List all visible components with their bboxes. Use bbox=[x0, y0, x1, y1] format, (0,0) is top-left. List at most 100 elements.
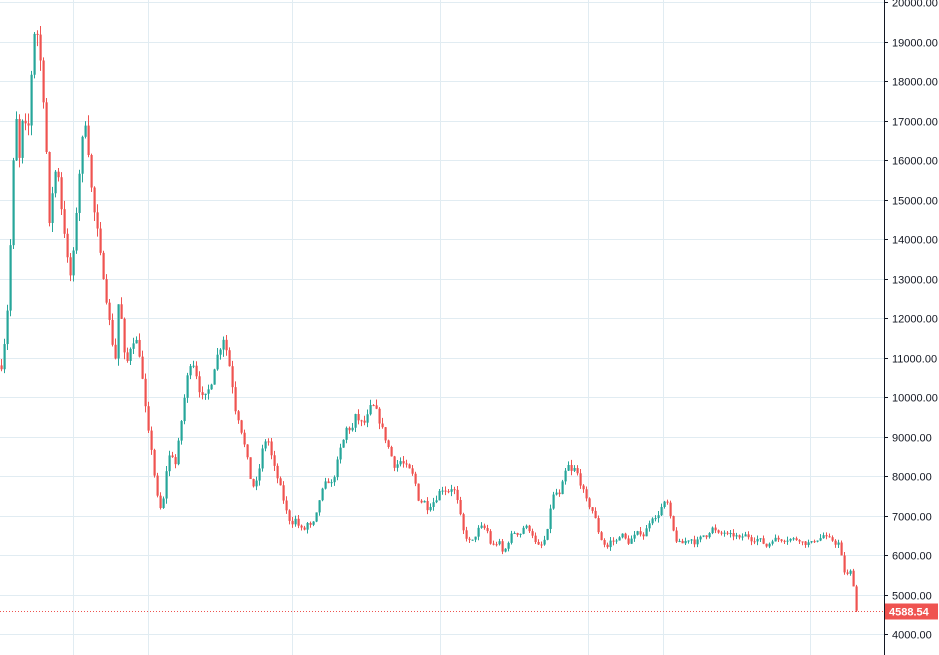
candle-down bbox=[828, 536, 831, 538]
y-tick-label: 9000.00 bbox=[892, 433, 932, 445]
candle-down bbox=[123, 318, 126, 353]
candles bbox=[0, 25, 858, 612]
candle-up bbox=[75, 212, 78, 251]
candle-down bbox=[717, 530, 720, 533]
candle-down bbox=[537, 542, 540, 545]
candle-down bbox=[66, 233, 69, 258]
candle-up bbox=[657, 515, 660, 519]
candle-up bbox=[645, 528, 648, 537]
candle-down bbox=[276, 465, 279, 479]
candle-up bbox=[294, 518, 297, 525]
candle-down bbox=[348, 427, 351, 431]
candle-down bbox=[795, 538, 798, 541]
candle-up bbox=[6, 310, 9, 345]
candle-down bbox=[453, 489, 456, 491]
y-tick-label: 13000.00 bbox=[892, 275, 938, 287]
candle-up bbox=[192, 365, 195, 367]
y-tick-label: 5000.00 bbox=[892, 591, 932, 603]
candle-down bbox=[600, 532, 603, 541]
candle-down bbox=[144, 378, 147, 407]
last-price-label: 4588.54 bbox=[889, 607, 930, 619]
candle-down bbox=[63, 209, 66, 234]
candle-up bbox=[621, 533, 624, 538]
candle-up bbox=[180, 421, 183, 441]
candle-up bbox=[774, 537, 777, 542]
candle-down bbox=[45, 102, 48, 152]
candle-down bbox=[846, 572, 849, 574]
candle-down bbox=[492, 543, 495, 545]
candle-down bbox=[147, 406, 150, 431]
candle-up bbox=[330, 482, 333, 484]
candle-down bbox=[693, 539, 696, 545]
candle-up bbox=[741, 536, 744, 538]
candle-up bbox=[216, 354, 219, 370]
candle-down bbox=[483, 525, 486, 529]
candle-up bbox=[177, 440, 180, 465]
candle-down bbox=[420, 500, 423, 503]
candle-up bbox=[219, 349, 222, 355]
candle-down bbox=[285, 500, 288, 511]
candle-down bbox=[96, 212, 99, 229]
candle-up bbox=[819, 538, 822, 541]
candle-up bbox=[315, 512, 318, 522]
y-tick-label: 14000.00 bbox=[892, 235, 938, 247]
candle-down bbox=[48, 151, 51, 223]
candle-up bbox=[633, 534, 636, 539]
candle-down bbox=[384, 427, 387, 441]
candle-up bbox=[759, 538, 762, 540]
candle-up bbox=[21, 120, 24, 158]
candle-down bbox=[93, 187, 96, 213]
candle-down bbox=[447, 491, 450, 493]
candle-down bbox=[813, 541, 816, 543]
candle-up bbox=[183, 397, 186, 422]
candle-down bbox=[57, 171, 60, 178]
candle-down bbox=[459, 500, 462, 515]
candle-up bbox=[768, 543, 771, 547]
price-axis[interactable]: 20000.00 19000.00 18000.00 17000.00 16000.00… bbox=[884, 0, 938, 655]
candle-down bbox=[825, 535, 828, 537]
candle-up bbox=[9, 245, 12, 311]
candle-down bbox=[234, 387, 237, 412]
candle-down bbox=[738, 535, 741, 538]
y-tick-label: 16000.00 bbox=[892, 156, 938, 168]
candle-down bbox=[228, 350, 231, 367]
candle-up bbox=[735, 535, 738, 537]
candle-up bbox=[264, 441, 267, 449]
candle-up bbox=[498, 541, 501, 545]
candle-down bbox=[855, 586, 858, 611]
candle-up bbox=[756, 538, 759, 542]
y-tick-label: 6000.00 bbox=[892, 551, 932, 563]
candle-down bbox=[249, 457, 252, 480]
candle-down bbox=[801, 541, 804, 543]
candle-down bbox=[627, 538, 630, 544]
candle-up bbox=[306, 522, 309, 530]
candle-down bbox=[87, 125, 90, 156]
candle-down bbox=[141, 356, 144, 379]
candle-down bbox=[174, 457, 177, 465]
candle-down bbox=[69, 257, 72, 276]
y-tick-label: 20000.00 bbox=[892, 0, 938, 10]
candle-down bbox=[120, 304, 123, 319]
candle-up bbox=[546, 528, 549, 540]
candle-up bbox=[429, 506, 432, 511]
candle-up bbox=[324, 481, 327, 489]
candle-up bbox=[84, 125, 87, 137]
candle-down bbox=[252, 479, 255, 487]
candle-down bbox=[159, 495, 162, 508]
candle-down bbox=[594, 510, 597, 519]
candle-up bbox=[771, 541, 774, 544]
candle-up bbox=[168, 455, 171, 472]
candle-up bbox=[729, 533, 732, 535]
candle-up bbox=[549, 508, 552, 529]
candle-down bbox=[405, 463, 408, 465]
candle-down bbox=[153, 449, 156, 476]
candle-down bbox=[576, 468, 579, 474]
candle-up bbox=[30, 74, 33, 126]
candle-down bbox=[138, 339, 141, 357]
candle-down bbox=[303, 527, 306, 530]
candle-up bbox=[222, 339, 225, 350]
candle-down bbox=[462, 514, 465, 531]
candle-up bbox=[474, 536, 477, 540]
candle-up bbox=[684, 540, 687, 544]
